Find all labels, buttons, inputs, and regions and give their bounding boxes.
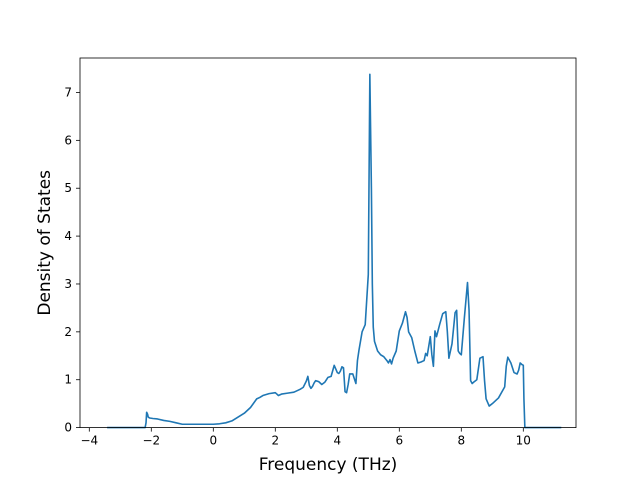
- y-tick-label: 2: [64, 325, 72, 339]
- x-tick-label: −2: [142, 434, 160, 448]
- y-axis: 0 1 2 3 4 5 6 7: [64, 85, 80, 435]
- x-tick-label: 4: [333, 434, 341, 448]
- y-tick-label: 7: [64, 85, 72, 99]
- y-tick-label: 5: [64, 181, 72, 195]
- x-axis: −4 −2 0 2 4 6 8 10: [80, 427, 531, 448]
- y-axis-title: Density of States: [35, 170, 55, 316]
- y-tick-label: 1: [64, 373, 72, 387]
- x-tick-label: 0: [209, 434, 217, 448]
- y-tick-label: 4: [64, 229, 72, 243]
- x-tick-label: 2: [271, 434, 279, 448]
- plot-frame: [79, 57, 577, 429]
- x-tick-label: 8: [457, 434, 465, 448]
- y-tick-label: 3: [64, 277, 72, 291]
- y-tick-label: 6: [64, 133, 72, 147]
- x-tick-label: −4: [80, 434, 98, 448]
- series-layer: [107, 73, 562, 429]
- x-tick-label: 10: [516, 434, 531, 448]
- x-axis-title: Frequency (THz): [259, 455, 398, 475]
- y-tick-label: 0: [64, 421, 72, 435]
- series-line-0: [107, 73, 562, 429]
- x-tick-label: 6: [395, 434, 403, 448]
